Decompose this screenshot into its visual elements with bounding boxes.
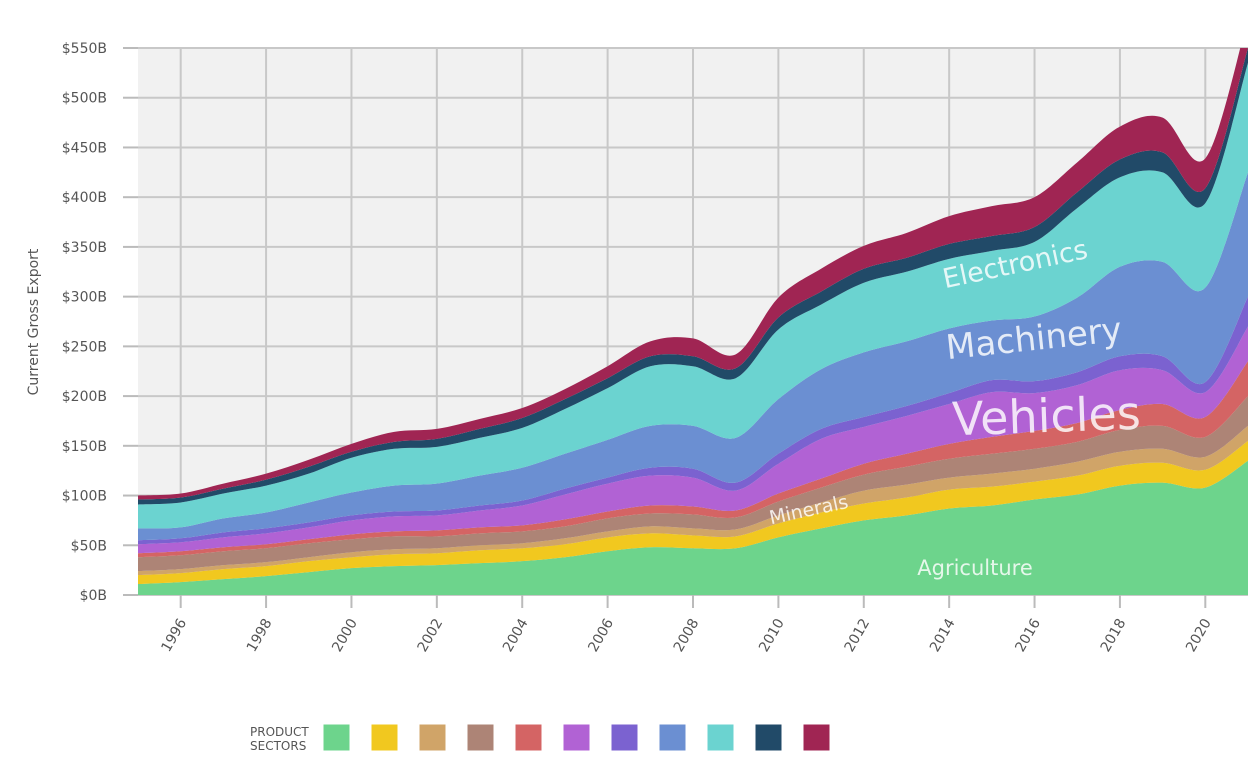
area [138, 460, 1248, 595]
x-tick-label: 2004 [500, 616, 532, 655]
legend-swatch [610, 723, 639, 752]
x-tick-label: 2002 [415, 616, 447, 655]
y-tick-label: $450B [62, 140, 107, 156]
x-tick-label: 1998 [244, 616, 276, 655]
legend-swatch [802, 723, 831, 752]
x-tick-label: 2020 [1183, 616, 1215, 655]
legend-swatch [754, 723, 783, 752]
legend-swatch [562, 723, 591, 752]
legend-swatch [466, 723, 495, 752]
legend-swatch [370, 723, 399, 752]
legend-swatch [706, 723, 735, 752]
y-tick-label: $50B [71, 538, 107, 554]
area [138, 396, 1248, 572]
legend-swatch [322, 723, 351, 752]
series-label: Vehicles [951, 386, 1141, 447]
x-tick-label: 1996 [158, 616, 190, 655]
y-tick-label: $250B [62, 339, 107, 355]
y-tick-label: $100B [62, 489, 107, 505]
y-tick-label: $350B [62, 240, 107, 256]
y-tick-label: $550B [62, 41, 107, 57]
legend-swatch [658, 723, 687, 752]
legend-swatch [514, 723, 543, 752]
legend-title: PRODUCT [250, 725, 309, 739]
y-tick-label: $500B [62, 91, 107, 107]
area [138, 440, 1248, 585]
y-tick-label: $200B [62, 389, 107, 405]
y-axis-label: Current Gross Export [26, 248, 42, 395]
x-tick-label: 2000 [329, 616, 361, 655]
legend-title: SECTORS [250, 739, 306, 753]
x-tick-label: 2008 [671, 616, 703, 655]
y-tick-label: $300B [62, 290, 107, 306]
area [138, 172, 1248, 541]
x-tick-label: 2014 [927, 616, 959, 655]
y-tick-label: $150B [62, 439, 107, 455]
y-tick-label: $400B [62, 190, 107, 206]
y-tick-label: $0B [80, 588, 107, 604]
x-tick-label: 2018 [1098, 616, 1130, 655]
x-tick-label: 2016 [1012, 616, 1044, 655]
x-tick-label: 2010 [756, 616, 788, 655]
series-label: Agriculture [917, 556, 1033, 580]
x-tick-label: 2006 [585, 616, 617, 655]
legend-swatch [418, 723, 447, 752]
x-tick-label: 2012 [842, 616, 874, 655]
area [138, 62, 1248, 529]
